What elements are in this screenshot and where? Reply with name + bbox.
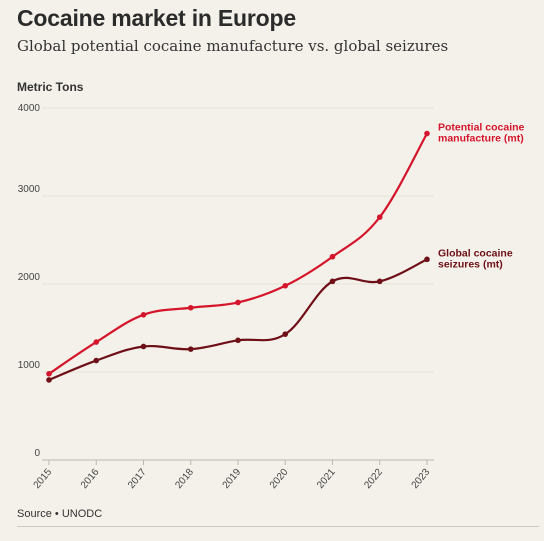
grid-lines	[42, 107, 434, 461]
data-point	[376, 278, 383, 285]
series-line	[48, 258, 428, 381]
data-point	[93, 357, 100, 364]
data-point	[282, 331, 289, 337]
data-point	[282, 282, 289, 289]
x-tick-labels: 2015 2016 2017 2018 2019 2020 2021 2022 2023	[32, 460, 433, 491]
x-tick-label: 2022	[362, 467, 385, 491]
y-tick-label: 4000	[18, 103, 41, 114]
y-axis-label: Metric Tons	[17, 80, 84, 94]
x-tick-label: 2021	[315, 467, 338, 491]
data-point	[235, 299, 241, 306]
data-point	[140, 343, 147, 350]
source-note: Source • UNODC	[17, 508, 103, 520]
x-tick-label: 2018	[173, 467, 196, 491]
data-point	[376, 214, 383, 220]
y-tick-label: 1000	[18, 360, 41, 371]
series-label: seizures (mt)	[438, 258, 503, 270]
x-tick-label: 2017	[126, 467, 149, 491]
footer-divider	[17, 526, 539, 527]
data-point	[329, 253, 336, 260]
data-point	[46, 377, 52, 383]
series-label: manufacture (mt)	[438, 133, 524, 145]
x-tick-label: 2023	[410, 467, 433, 491]
data-point	[424, 256, 430, 263]
chart-subtitle: Global potential cocaine manufacture vs.…	[17, 37, 449, 55]
x-tick-label: 2020	[268, 467, 291, 491]
series-label: Potential cocaine	[438, 122, 525, 134]
x-tick-label: 2015	[32, 467, 55, 491]
series-label: Global cocaine	[438, 247, 513, 259]
data-point	[424, 130, 430, 137]
data-point	[187, 346, 194, 352]
y-tick-label: 3000	[18, 184, 41, 195]
data-point	[93, 339, 100, 345]
chart-title: Cocaine market in Europe	[17, 5, 296, 31]
x-tick-label: 2016	[79, 467, 102, 491]
data-point	[329, 278, 336, 285]
data-point	[235, 337, 241, 344]
x-tick-label: 2019	[221, 467, 244, 491]
y-tick-labels: 0 1000 2000 3000 4000	[18, 103, 41, 459]
y-tick-label: 2000	[18, 272, 41, 283]
data-point	[140, 312, 147, 318]
data-point	[187, 304, 194, 311]
data-point	[46, 370, 52, 377]
y-tick-label: 0	[34, 448, 40, 459]
